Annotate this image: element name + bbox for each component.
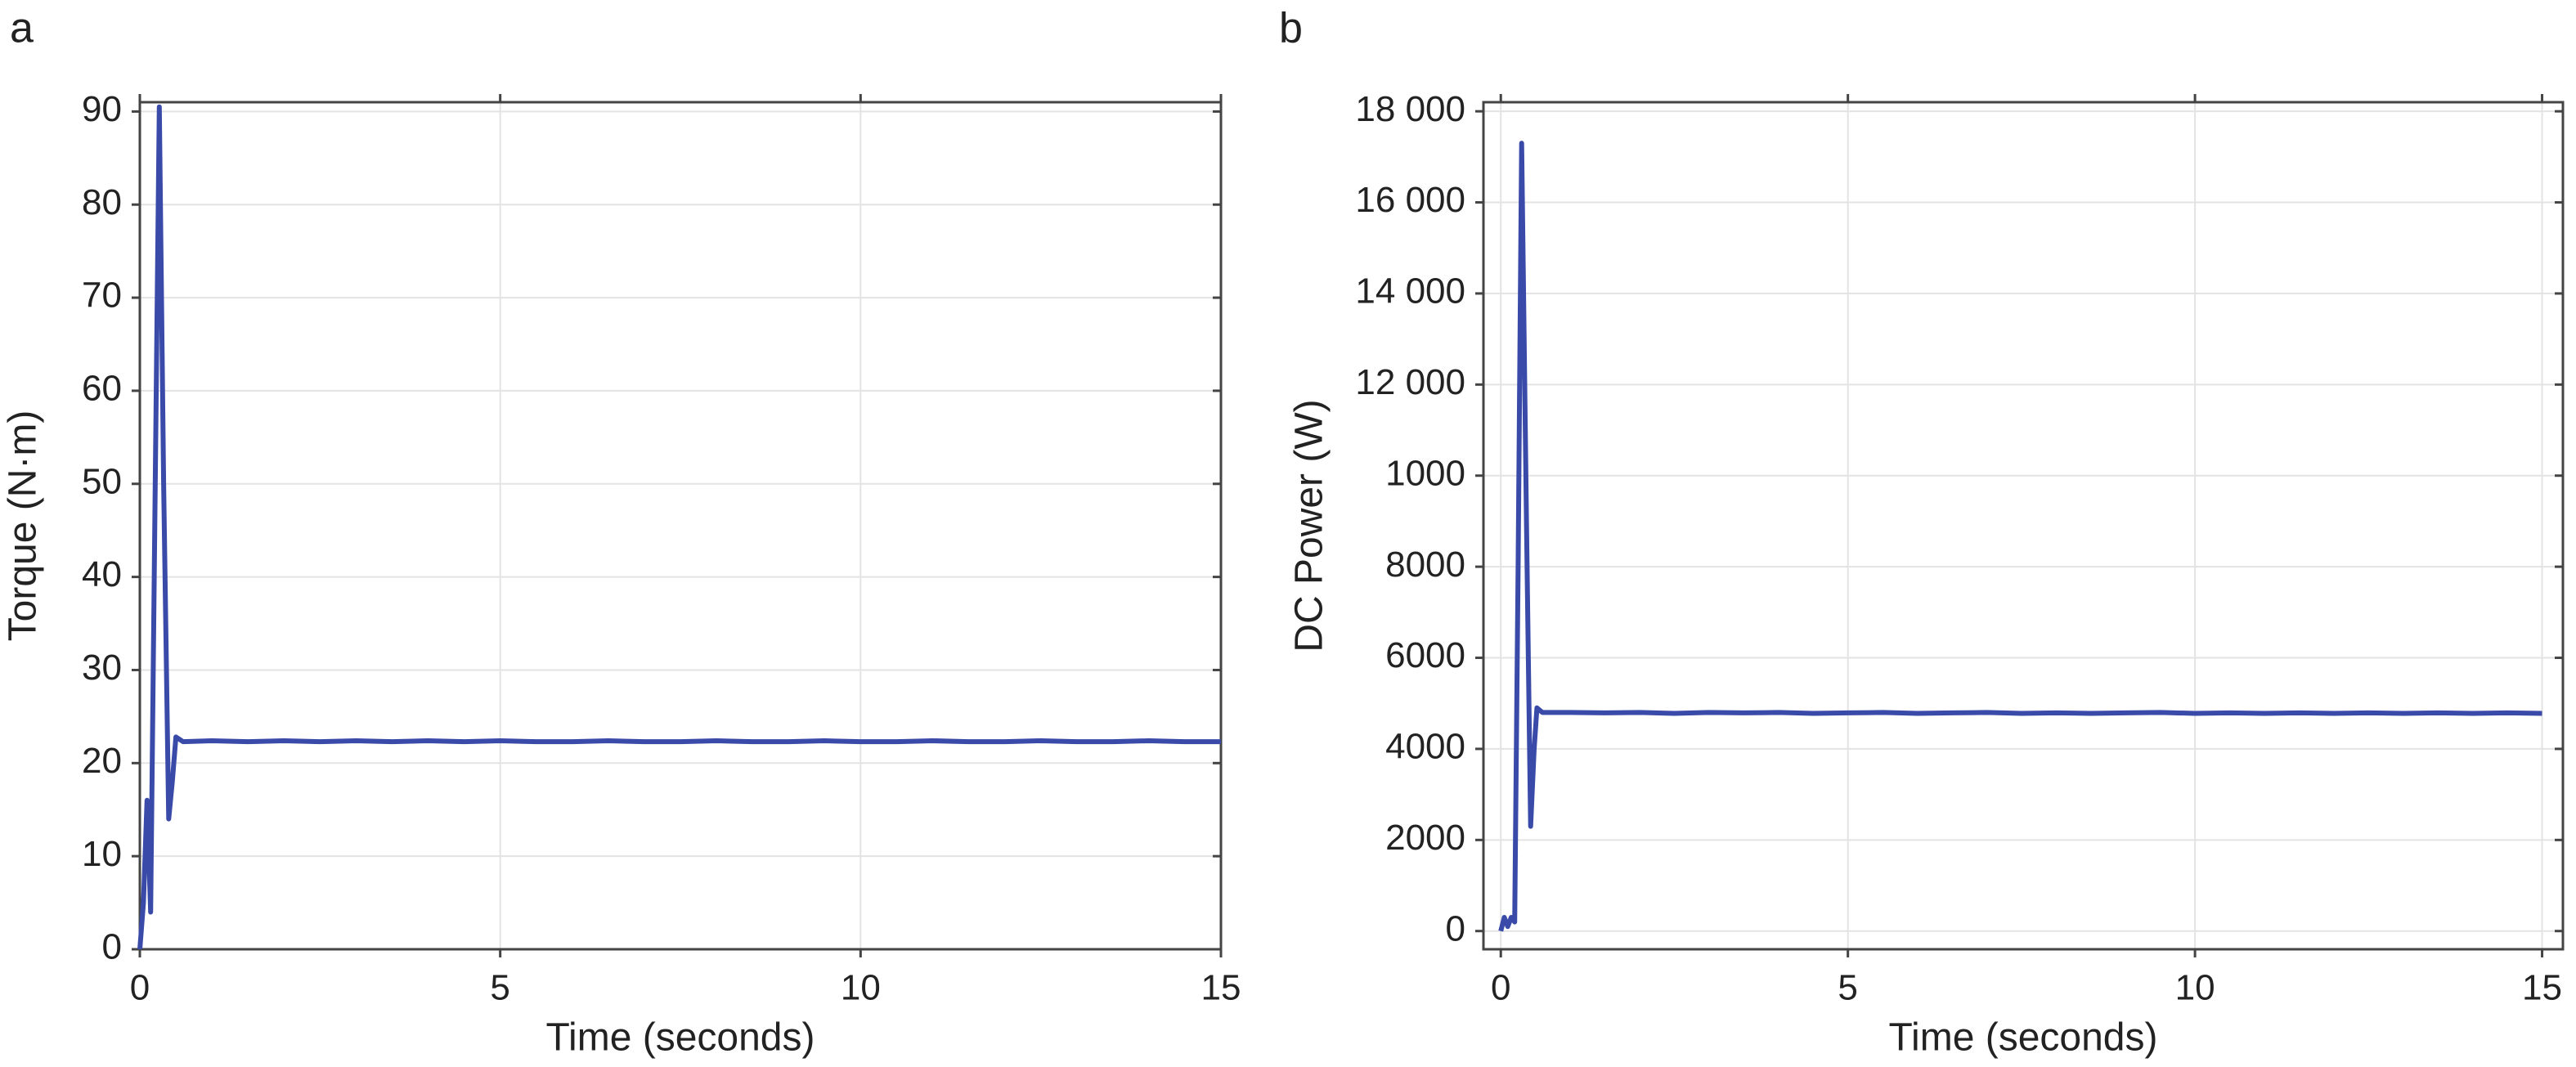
y-tick-label: 16 000 — [1355, 180, 1465, 220]
data-line — [137, 104, 1221, 950]
y-axis-label: Torque (N·m) — [2, 410, 45, 642]
y-tick-label: 60 — [82, 369, 122, 409]
panel-label: a — [10, 5, 34, 52]
y-tick-label: 1000 — [1385, 453, 1465, 493]
x-tick-label: 15 — [2522, 968, 2562, 1008]
x-tick-label: 0 — [1491, 968, 1510, 1008]
y-tick-label: 90 — [82, 89, 122, 129]
plot-frame — [1482, 101, 2565, 951]
x-axis-label: Time (seconds) — [546, 1016, 815, 1060]
y-tick-label: 70 — [82, 276, 122, 316]
y-tick-label: 20 — [82, 741, 122, 781]
y-axis-label: DC Power (W) — [1288, 399, 1331, 652]
y-tick-label: 14 000 — [1355, 271, 1465, 312]
y-tick-label: 4000 — [1385, 727, 1465, 767]
y-tick-label: 8000 — [1385, 545, 1465, 585]
y-tick-label: 50 — [82, 461, 122, 501]
plot-frame — [138, 101, 1223, 951]
y-tick-label: 18 000 — [1355, 89, 1465, 129]
x-tick-label: 0 — [130, 968, 150, 1008]
x-tick-label: 5 — [490, 968, 509, 1008]
y-tick-label: 80 — [82, 182, 122, 222]
panel-label: b — [1279, 5, 1303, 52]
y-tick-label: 12 000 — [1355, 362, 1465, 402]
y-tick-label: 30 — [82, 648, 122, 688]
x-tick-label: 10 — [841, 968, 881, 1008]
y-tick-label: 10 — [82, 834, 122, 874]
y-tick-label: 2000 — [1385, 818, 1465, 858]
x-tick-label: 10 — [2175, 968, 2215, 1008]
x-axis-label: Time (seconds) — [1889, 1016, 2158, 1060]
x-tick-label: 5 — [1838, 968, 1857, 1008]
y-tick-label: 0 — [1446, 908, 1465, 948]
data-line — [1498, 141, 2542, 932]
y-tick-label: 0 — [102, 927, 122, 967]
y-tick-label: 6000 — [1385, 635, 1465, 675]
y-tick-label: 40 — [82, 554, 122, 594]
x-tick-label: 15 — [1201, 968, 1241, 1008]
